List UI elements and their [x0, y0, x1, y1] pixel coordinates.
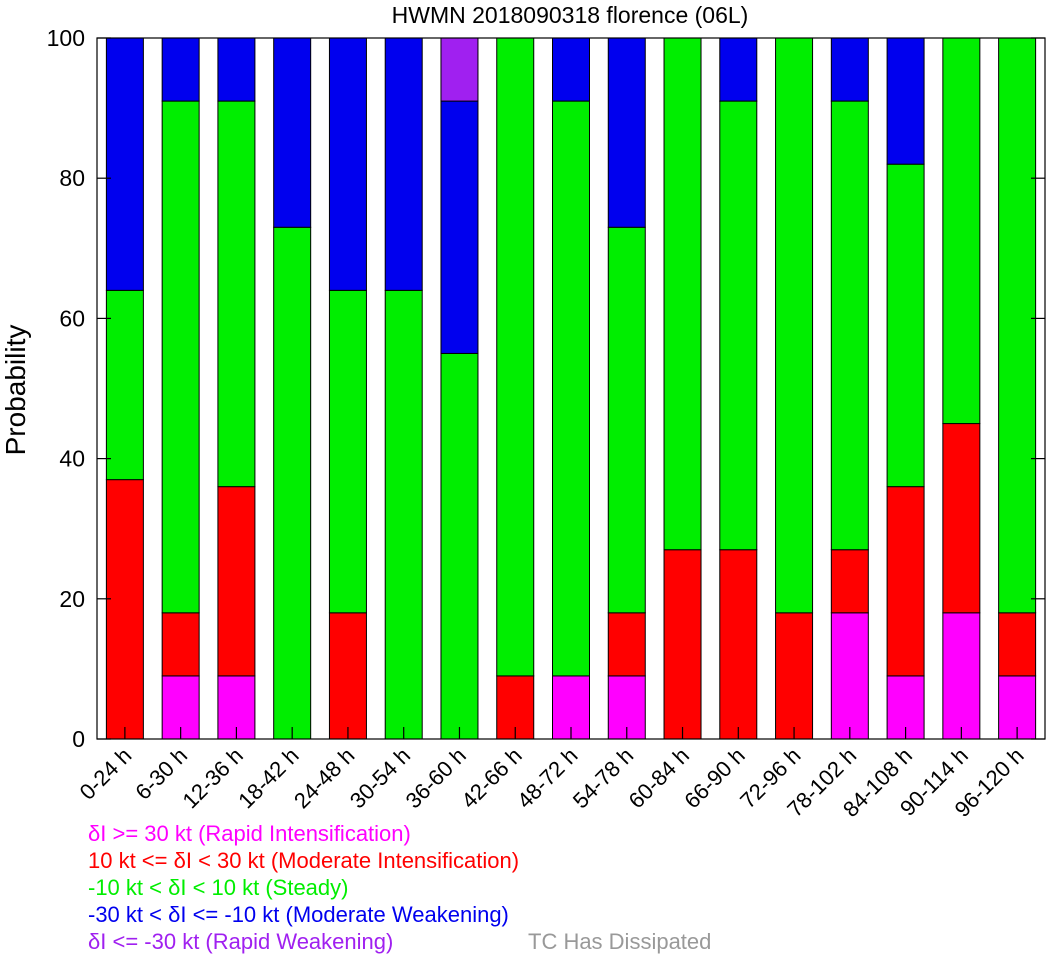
- bar-segment: [830, 612, 869, 740]
- bar-segment: [942, 37, 981, 425]
- x-tick-label: 60-84 h: [624, 743, 694, 813]
- legend-label: -10 kt < δI < 10 kt (Steady): [88, 875, 349, 900]
- x-tick-label: 36-60 h: [401, 743, 471, 813]
- bar-segment: [886, 486, 925, 677]
- bar-segment: [663, 549, 702, 740]
- x-tick-label: 12-36 h: [178, 743, 248, 813]
- x-tick-label: 18-42 h: [233, 743, 303, 813]
- bar-segment: [663, 37, 702, 551]
- legend-item-tc-dissipated: TC Has Dissipated: [528, 929, 712, 954]
- bar-segment: [719, 549, 758, 740]
- bar-segment: [105, 479, 144, 740]
- y-tick-label: 80: [59, 165, 85, 191]
- bar-segment: [496, 37, 535, 677]
- bar-segment: [161, 612, 200, 677]
- legend-label: -30 kt < δI <= -10 kt (Moderate Weakenin…: [88, 902, 509, 927]
- y-tick-label: 20: [59, 586, 85, 612]
- bar-segment: [830, 549, 869, 614]
- bar-segment: [273, 226, 312, 740]
- bar-segment: [105, 289, 144, 481]
- bar-segment: [886, 163, 925, 488]
- bar-segment: [328, 289, 367, 614]
- bar-segment: [217, 486, 256, 677]
- bar-segment: [775, 612, 814, 740]
- bar-segment: [942, 612, 981, 740]
- legend-item-rapid-intensification: δI >= 30 kt (Rapid Intensification): [88, 820, 519, 847]
- legend-item-steady: -10 kt < δI < 10 kt (Steady): [88, 874, 519, 901]
- bar-segment: [998, 37, 1037, 614]
- x-tick-label: 66-90 h: [679, 743, 749, 813]
- bar-segment: [942, 423, 981, 614]
- bar-segment: [384, 37, 423, 291]
- bar-segment: [552, 100, 590, 677]
- x-tick-label: 0-24 h: [75, 743, 137, 805]
- x-tick-label: 24-48 h: [289, 743, 359, 813]
- y-tick-label: 0: [72, 726, 85, 752]
- bar-segment: [440, 352, 479, 740]
- legend-item-moderate-intensification: 10 kt <= δI < 30 kt (Moderate Intensific…: [88, 847, 519, 874]
- bar-segment: [607, 612, 646, 677]
- bar-segment: [775, 37, 814, 614]
- y-tick-label: 60: [59, 305, 85, 331]
- bar-segment: [217, 37, 256, 102]
- bar-segment: [607, 226, 646, 614]
- bar-segment: [719, 100, 758, 551]
- legend-label: 10 kt <= δI < 30 kt (Moderate Intensific…: [88, 848, 520, 873]
- bar-segment: [719, 37, 758, 102]
- y-tick-label: 100: [47, 25, 85, 51]
- bar-segment: [998, 612, 1037, 677]
- bar-segment: [384, 289, 423, 740]
- bar-segment: [440, 100, 479, 354]
- x-tick-label: 54-78 h: [568, 743, 638, 813]
- bar-segment: [440, 37, 479, 102]
- bar-segment: [161, 37, 200, 102]
- legend: δI >= 30 kt (Rapid Intensification) 10 k…: [88, 820, 711, 955]
- bar-segment: [607, 37, 646, 228]
- bar-segment: [830, 37, 869, 102]
- bar-segment: [830, 100, 869, 551]
- y-tick-label: 40: [59, 446, 85, 472]
- legend-item-rapid-weakening: δI <= -30 kt (Rapid Weakening) TC Has Di…: [88, 928, 711, 955]
- bar-segment: [328, 612, 367, 740]
- bar-segment: [161, 100, 200, 614]
- chart-title: HWMN 2018090318 florence (06L): [391, 2, 749, 28]
- x-tick-label: 42-66 h: [456, 743, 526, 813]
- bar-segment: [273, 37, 312, 228]
- legend-label: δI <= -30 kt (Rapid Weakening): [88, 929, 394, 954]
- bar-segment: [328, 37, 367, 291]
- bar-segment: [217, 100, 256, 488]
- x-tick-label: 48-72 h: [512, 743, 582, 813]
- legend-item-moderate-weakening: -30 kt < δI <= -10 kt (Moderate Weakenin…: [88, 901, 519, 928]
- bar-segment: [552, 37, 590, 102]
- bar-segment: [886, 37, 925, 165]
- legend-label: δI >= 30 kt (Rapid Intensification): [88, 821, 411, 846]
- bar-segment: [105, 37, 144, 291]
- x-tick-label: 30-54 h: [345, 743, 415, 813]
